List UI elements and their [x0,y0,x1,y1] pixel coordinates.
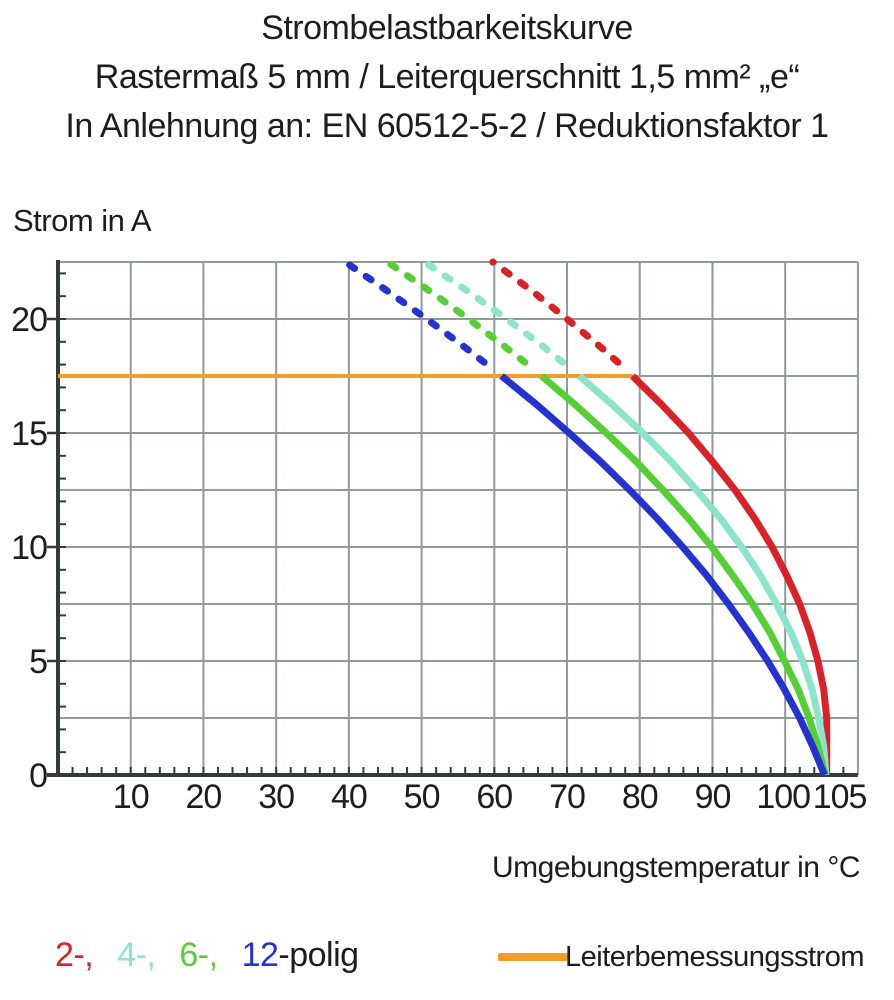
y-tick-label: 15 [11,415,47,453]
y-tick-label: 5 [29,643,47,681]
poles-legend: 2-, 4-, 6-, 12-polig [55,936,359,975]
x-tick-label: 60 [476,778,512,816]
curve-4-polig [577,373,830,776]
curve-12-polig-dashed [341,258,488,366]
y-axis-title: Strom in A [13,203,152,238]
x-tick-label: 10 [113,778,149,816]
x-tick-label: 20 [186,778,222,816]
legend-item-12-polig: 12 [241,936,279,974]
y-tick-label: 20 [11,301,47,339]
title-line-1: Strombelastbarkeitskurve [261,9,633,47]
curve-12-polig [499,373,828,777]
x-tick-label: 100 [756,778,810,816]
x-axis-title: Umgebungstemperatur in °C [491,851,861,884]
x-tick-label: 70 [549,778,585,816]
legend-item-6-polig: 6-, [179,936,218,974]
x-tick-label: 90 [695,778,731,816]
curve-2-polig [630,373,831,775]
x-tick-label: 105 [813,778,867,816]
curve-6-polig-dashed [383,258,529,366]
curve-6-polig [539,373,829,776]
legend-item-4-polig: 4-, [117,936,156,974]
rated-current-label: Leiterbemessungsstrom [565,941,864,973]
x-tick-label: 30 [258,778,294,816]
x-tick-label: 40 [331,778,367,816]
y-tick-label: 10 [11,529,47,567]
legend-poles-suffix: -polig [278,936,359,974]
curve-4-polig-dashed [421,258,567,366]
chart-title: Strombelastbarkeitskurve Rastermaß 5 mm … [0,4,894,151]
rated-current-swatch [498,953,568,961]
y-tick-label: 0 [29,757,47,795]
curve-2-polig-dashed [489,258,622,366]
x-tick-label: 80 [622,778,658,816]
title-line-3: In Anlehnung an: EN 60512-5-2 / Reduktio… [65,107,829,145]
title-line-2: Rastermaß 5 mm / Leiterquerschnitt 1,5 m… [94,58,800,96]
x-tick-label: 50 [404,778,440,816]
legend-item-2-polig: 2-, [55,936,94,974]
